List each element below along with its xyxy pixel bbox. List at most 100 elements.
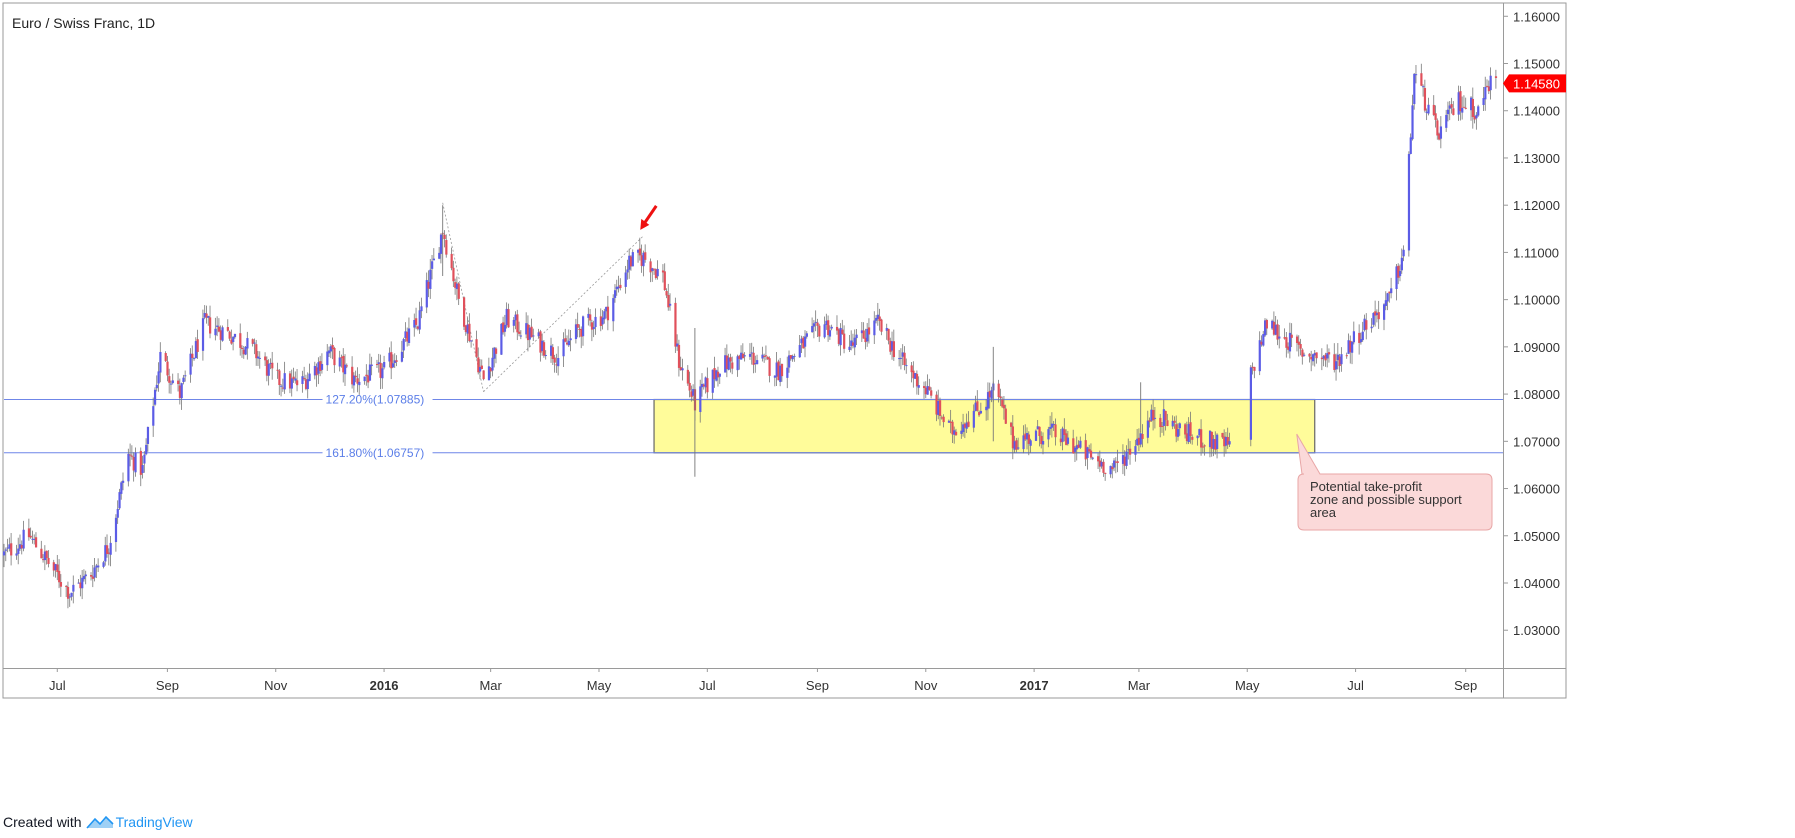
time-tick-label: Jul bbox=[699, 678, 716, 693]
candle-down bbox=[1054, 424, 1057, 438]
candle-down bbox=[862, 330, 865, 339]
candle-up bbox=[258, 357, 261, 359]
candle-down bbox=[768, 358, 771, 376]
candle-down bbox=[576, 324, 579, 328]
candle-up bbox=[1224, 436, 1228, 446]
candle-down bbox=[494, 348, 498, 354]
candle-up bbox=[692, 389, 695, 396]
tradingview-brand-link[interactable]: TradingView bbox=[115, 814, 193, 830]
candle-up bbox=[1390, 288, 1393, 294]
candle-down bbox=[777, 361, 780, 381]
candle-down bbox=[1420, 73, 1423, 86]
candle-up bbox=[1079, 440, 1082, 448]
candle-up bbox=[326, 351, 329, 366]
candle-down bbox=[255, 344, 258, 359]
candle-up bbox=[1386, 293, 1389, 302]
candle-down bbox=[539, 331, 542, 353]
price-tick-label: 1.07000 bbox=[1513, 434, 1560, 449]
candle-down bbox=[940, 417, 943, 419]
candle-up bbox=[493, 347, 496, 359]
candle-up bbox=[329, 346, 332, 352]
candle-down bbox=[1024, 433, 1027, 440]
price-tick-label: 1.12000 bbox=[1513, 198, 1560, 213]
candle-up bbox=[1271, 320, 1274, 329]
candle-up bbox=[1484, 86, 1487, 100]
candle-down bbox=[356, 378, 359, 384]
candle-up bbox=[581, 316, 585, 337]
candle-down bbox=[930, 390, 933, 396]
candle-down bbox=[1200, 429, 1203, 448]
candle-down bbox=[304, 379, 308, 389]
candle-up bbox=[1073, 447, 1077, 452]
candle-down bbox=[1189, 422, 1192, 436]
candle-down bbox=[1377, 312, 1380, 320]
candle-down bbox=[606, 306, 610, 321]
candle-down bbox=[665, 291, 668, 296]
candle-down bbox=[1272, 321, 1276, 335]
candle-up bbox=[153, 389, 157, 405]
candle-down bbox=[1160, 425, 1164, 427]
candle-up bbox=[6, 547, 9, 549]
candle-down bbox=[177, 380, 180, 385]
candle-down bbox=[644, 252, 647, 260]
candle-up bbox=[937, 400, 940, 416]
candle-up bbox=[109, 542, 112, 555]
candle-up bbox=[1372, 313, 1375, 325]
candle-up bbox=[947, 420, 951, 423]
candle-down bbox=[130, 455, 134, 457]
candle-down bbox=[1102, 461, 1105, 473]
chart-frame: 127.20%(1.07885) 161.80%(1.06757) Potentia… bbox=[0, 0, 1795, 806]
candle-down bbox=[58, 570, 61, 583]
chart-title: Euro / Swiss Franc, 1D bbox=[12, 15, 155, 31]
fib-label-bg bbox=[322, 392, 433, 407]
candle-down bbox=[1072, 438, 1075, 454]
candle-down bbox=[878, 316, 881, 321]
candle-up bbox=[368, 364, 372, 381]
candle-up bbox=[700, 383, 704, 388]
candle-up bbox=[159, 351, 162, 373]
candles-group bbox=[3, 63, 1498, 609]
fib-level-label: 161.80%(1.06757) bbox=[326, 446, 425, 460]
candle-up bbox=[216, 325, 219, 327]
candle-up bbox=[775, 362, 778, 377]
candlestick-chart[interactable]: 127.20%(1.07885) 161.80%(1.06757) Potentia… bbox=[0, 0, 1795, 806]
candle-down bbox=[903, 352, 906, 365]
harmonic-pattern-leg bbox=[442, 202, 484, 392]
candle-up bbox=[290, 378, 293, 389]
candle-up bbox=[221, 327, 224, 341]
candle-down bbox=[1015, 440, 1018, 450]
time-tick-label: Mar bbox=[1128, 678, 1151, 693]
candle-down bbox=[1063, 429, 1066, 436]
candle-up bbox=[232, 336, 235, 343]
candle-up bbox=[283, 373, 286, 390]
candle-down bbox=[1308, 353, 1311, 357]
candle-up bbox=[358, 381, 361, 386]
candle-up bbox=[1228, 441, 1231, 445]
candle-down bbox=[867, 327, 871, 335]
candle-down bbox=[864, 337, 867, 343]
candle-down bbox=[1185, 433, 1189, 441]
candle-up bbox=[773, 375, 777, 378]
candle-up bbox=[1448, 105, 1451, 109]
candle-down bbox=[1333, 354, 1336, 370]
candle-down bbox=[999, 396, 1002, 399]
candle-up bbox=[420, 306, 423, 312]
candle-up bbox=[1395, 266, 1398, 290]
candle-down bbox=[1088, 449, 1091, 452]
candle-up bbox=[1336, 354, 1340, 361]
candle-down bbox=[1175, 424, 1178, 437]
candle-up bbox=[743, 355, 746, 357]
candle-up bbox=[189, 353, 192, 375]
candle-up bbox=[1134, 446, 1137, 455]
candle-up bbox=[328, 350, 331, 354]
candle-up bbox=[761, 354, 764, 359]
candle-up bbox=[1264, 320, 1267, 336]
candle-up bbox=[102, 562, 105, 567]
candle-up bbox=[127, 453, 130, 482]
candle-up bbox=[77, 582, 80, 584]
time-tick-label: Jul bbox=[49, 678, 66, 693]
candle-down bbox=[1152, 410, 1155, 421]
candle-down bbox=[56, 564, 59, 573]
candle-down bbox=[281, 387, 285, 389]
candle-up bbox=[1335, 361, 1338, 370]
